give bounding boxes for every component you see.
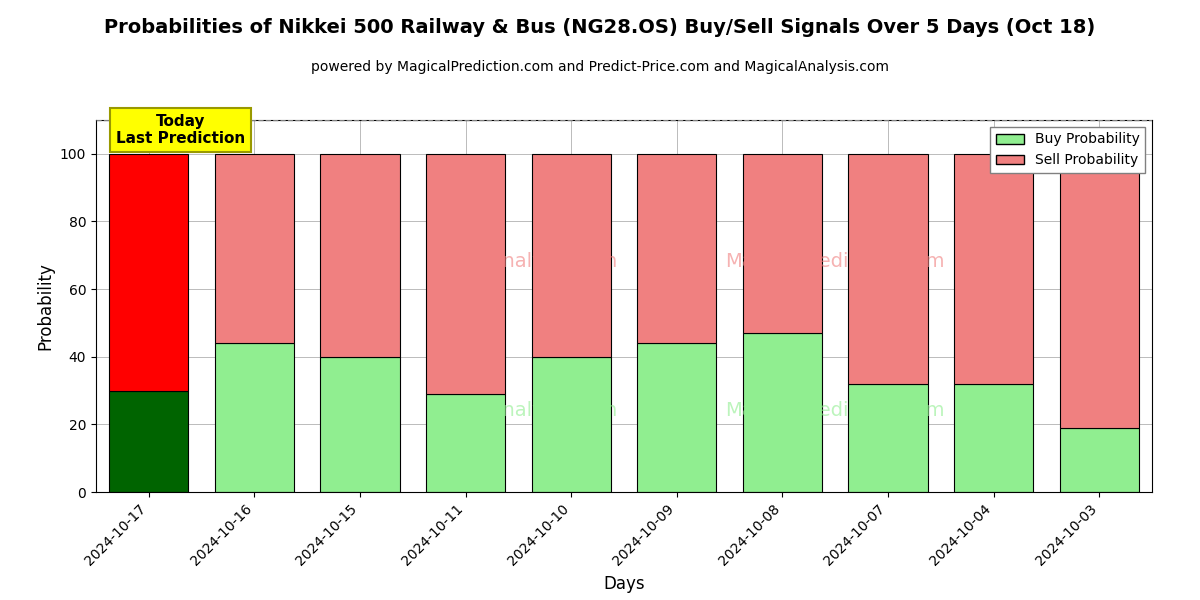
- Bar: [1060, 428, 1139, 492]
- Bar: [637, 154, 716, 343]
- Bar: [1060, 154, 1139, 428]
- X-axis label: Days: Days: [604, 575, 644, 593]
- Y-axis label: Probability: Probability: [36, 262, 54, 350]
- Bar: [743, 333, 822, 492]
- Bar: [320, 357, 400, 492]
- Bar: [109, 154, 188, 391]
- Bar: [215, 154, 294, 343]
- Bar: [109, 391, 188, 492]
- Text: MagicalPrediction.com: MagicalPrediction.com: [726, 252, 944, 271]
- Bar: [426, 394, 505, 492]
- Bar: [848, 154, 928, 384]
- Bar: [637, 343, 716, 492]
- Text: powered by MagicalPrediction.com and Predict-Price.com and MagicalAnalysis.com: powered by MagicalPrediction.com and Pre…: [311, 60, 889, 74]
- Bar: [954, 384, 1033, 492]
- Bar: [848, 384, 928, 492]
- Text: Probabilities of Nikkei 500 Railway & Bus (NG28.OS) Buy/Sell Signals Over 5 Days: Probabilities of Nikkei 500 Railway & Bu…: [104, 18, 1096, 37]
- Bar: [532, 154, 611, 357]
- Text: calAnalysis.com: calAnalysis.com: [461, 252, 618, 271]
- Text: calAnalysis.com: calAnalysis.com: [461, 401, 618, 419]
- Text: Today
Last Prediction: Today Last Prediction: [116, 114, 245, 146]
- Bar: [532, 357, 611, 492]
- Bar: [320, 154, 400, 357]
- Bar: [215, 343, 294, 492]
- Legend: Buy Probability, Sell Probability: Buy Probability, Sell Probability: [990, 127, 1145, 173]
- Bar: [426, 154, 505, 394]
- Bar: [743, 154, 822, 333]
- Text: MagicalPrediction.com: MagicalPrediction.com: [726, 401, 944, 419]
- Bar: [954, 154, 1033, 384]
